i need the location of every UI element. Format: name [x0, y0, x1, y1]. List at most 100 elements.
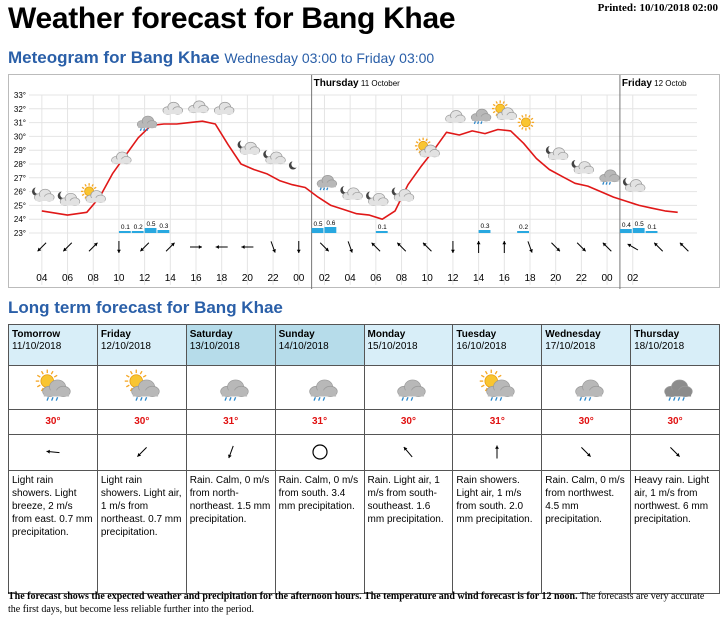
wind-arrow-head [422, 242, 427, 247]
cloud-part [43, 390, 70, 397]
rain-cloud-icon [308, 379, 338, 401]
cloud-part [112, 159, 131, 164]
wind-arrow-head [582, 247, 586, 252]
x-tick-label: 04 [345, 273, 357, 284]
rain-drop [677, 396, 681, 401]
day-name: Wednesday [545, 329, 601, 340]
cloud-moon-icon [237, 139, 261, 155]
wind-arrow-icon [679, 242, 689, 252]
precipitation-label: 0.1 [378, 224, 387, 231]
long-term-table: Tomorrow 11/10/2018 Friday 12/10/2018 Saturd… [8, 324, 720, 594]
precipitation-bar [157, 230, 170, 233]
rain-drop [144, 396, 148, 401]
rain-cloud-icon [599, 169, 620, 185]
rain-sun-icon [124, 369, 160, 401]
sun-ray [81, 193, 85, 197]
rain-drop [146, 128, 149, 132]
temperature-cell: 31° [452, 409, 543, 435]
wind-arrow-head [227, 454, 232, 459]
wind-arrow-icon [581, 447, 592, 457]
sun-ray [84, 183, 87, 187]
precipitation-label: 0.1 [648, 224, 657, 231]
weather-icon-cell [363, 365, 454, 410]
cloud-part [35, 196, 54, 201]
meteogram-chart: Thursday 11 October Friday 12 Octob 23° 24°… [8, 74, 720, 289]
wind-arrow-head [587, 452, 591, 457]
description-cell: Rain. Calm, 0 m/s from south. 3.4 mm pre… [274, 470, 365, 594]
rain-drop [477, 121, 480, 125]
cloud-moon-icon [32, 186, 55, 202]
sun-ray [492, 110, 496, 114]
rain-cloud-icon [136, 115, 158, 132]
day-header: Tuesday 16/10/2018 [452, 324, 543, 366]
day-date: 17/10/2018 [545, 341, 596, 352]
x-tick-label: 10 [422, 273, 434, 284]
x-tick-label: 20 [242, 273, 254, 284]
weather-icon-cell [185, 365, 276, 410]
wind-arrow-icon [136, 447, 147, 457]
wind-arrow-head [198, 245, 202, 249]
sun-ray [530, 124, 534, 128]
footnote-bold: The forecast shows the expected weather … [8, 591, 578, 602]
calm-circle [311, 444, 328, 460]
precipitation-bar [619, 229, 632, 233]
day-header: Tomorrow 11/10/2018 [8, 324, 98, 366]
page-title: Weather forecast for Bang Khae [8, 2, 456, 35]
wind-cell [96, 434, 187, 471]
wind-arrow-icon [190, 245, 202, 249]
wind-arrow-head [117, 249, 121, 253]
wind-arrow-head [627, 243, 632, 248]
sun-ray [528, 114, 531, 118]
wind-arrow-head [170, 242, 175, 247]
wind-arrow-head [529, 248, 533, 253]
cloud-part [266, 159, 285, 164]
cloud-part [549, 155, 568, 160]
wind-arrow-icon [403, 446, 413, 458]
description-cell-row: Light rain showers. Light breeze, 2 m/s … [8, 470, 720, 594]
rain-drop [411, 396, 414, 401]
cloud-part [138, 123, 157, 128]
wind-arrow-icon [347, 241, 353, 253]
wind-arrow-head [495, 445, 500, 449]
wind-arrow-head [654, 242, 658, 247]
rain-showers-sun-icon [35, 369, 71, 401]
wind-arrow-icon [451, 241, 455, 253]
rain-drop [579, 396, 583, 401]
sun-ray [418, 138, 421, 142]
x-tick-label: 20 [550, 273, 562, 284]
wind-arrow-head [215, 245, 219, 249]
day-date: 16/10/2018 [456, 341, 507, 352]
wind-arrow-icon [527, 241, 533, 253]
description-cell: Light rain showers. Light air, 1 m/s fro… [96, 470, 187, 594]
sun-ray [495, 370, 498, 375]
day-date: 11/10/2018 [12, 341, 62, 352]
sun-ray [125, 374, 130, 378]
wind-arrow-icon [227, 445, 234, 459]
cloud-part [369, 200, 388, 206]
y-tick-label: 26° [14, 188, 26, 197]
calm-circle-icon [311, 444, 328, 460]
temperature-line [41, 120, 678, 220]
cloud-moon-icon [622, 177, 646, 192]
wind-arrow-icon [136, 447, 147, 457]
temperature-cell: 30° [363, 409, 454, 435]
sun-ray [91, 183, 94, 187]
sun-ray [129, 387, 133, 392]
precipitation-bar [144, 228, 157, 233]
wind-cell [630, 434, 720, 471]
cloud-part [488, 390, 514, 397]
wind-arrow-head [137, 452, 141, 457]
day-marker-date: 12 Octob [652, 79, 687, 88]
rain-drop [406, 396, 410, 401]
wind-arrow-head [602, 242, 607, 247]
y-tick-label: 33° [14, 91, 26, 100]
day-date: 15/10/2018 [367, 341, 418, 352]
y-tick-label: 32° [14, 105, 26, 114]
sun-ray [492, 103, 496, 107]
day-marker: Thursday 11 October [314, 78, 401, 89]
x-tick-label: 08 [396, 273, 408, 284]
weather-icon-cell [96, 365, 187, 410]
cloud-part [317, 182, 336, 188]
description-cell: Rain. Calm, 0 m/s from north-northeast. … [185, 470, 276, 594]
day-header: Sunday 14/10/2018 [274, 324, 365, 366]
